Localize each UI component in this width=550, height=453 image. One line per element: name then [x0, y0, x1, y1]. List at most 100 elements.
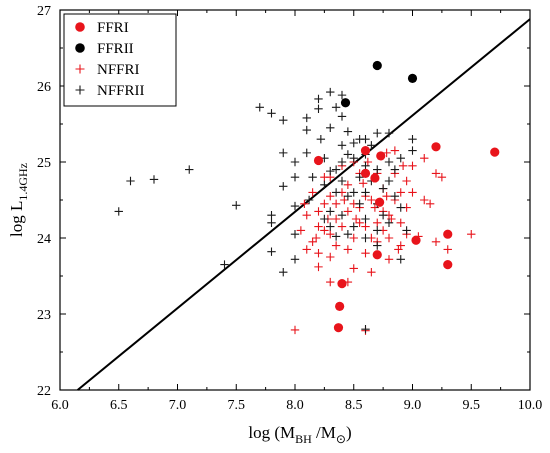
- nffri-point: [408, 188, 417, 197]
- nffrii-point: [361, 135, 370, 144]
- x-tick-label: 7.5: [228, 398, 246, 413]
- nffrii-point: [314, 94, 323, 104]
- nffrii-point: [302, 125, 311, 135]
- nffrii-point: [361, 161, 370, 170]
- nffri-point: [290, 325, 300, 335]
- nffrii-point: [267, 218, 276, 227]
- nffrii-point: [390, 192, 400, 201]
- nffri-point: [314, 207, 323, 216]
- nffri-point: [331, 214, 341, 224]
- ffri-point: [333, 323, 344, 333]
- nffrii-point: [361, 325, 370, 334]
- nffri-point: [343, 207, 353, 216]
- ffri-point: [370, 173, 380, 183]
- ffrii-point: [372, 60, 382, 71]
- nffri-point: [363, 157, 373, 167]
- nffrii-point: [337, 211, 347, 220]
- x-title-sub-sun: ⊙: [336, 432, 346, 446]
- nffrii-point: [337, 157, 347, 167]
- nffri-point: [349, 264, 358, 273]
- x-tick-label: 6.5: [110, 398, 128, 413]
- nffrii-point: [326, 207, 335, 216]
- nffrii-point: [185, 165, 194, 174]
- nffri-point: [343, 180, 353, 189]
- nffrii-point: [402, 226, 411, 235]
- ffri-point: [375, 197, 385, 207]
- nffri-point: [311, 233, 321, 243]
- nffri-point: [384, 233, 394, 243]
- legend-marker-nffrii: [75, 85, 85, 95]
- ffri-point: [431, 142, 441, 152]
- nffrii-point: [337, 176, 347, 186]
- nffrii-point: [320, 214, 329, 224]
- nffrii-point: [320, 180, 329, 189]
- nffrii-point: [326, 166, 335, 176]
- nffri-point: [343, 245, 353, 254]
- nffrii-point: [326, 87, 335, 97]
- regression-line: [76, 18, 531, 391]
- nffri-point: [326, 252, 335, 262]
- nffri-point: [320, 173, 329, 182]
- nffrii-point: [149, 175, 159, 184]
- nffri-point: [349, 233, 358, 243]
- x-title-main: log (M: [248, 423, 295, 442]
- nffrii-point: [220, 260, 229, 269]
- nffrii-point: [232, 201, 241, 210]
- x-title-end: ): [346, 423, 352, 442]
- x-title-sub-bh: BH: [295, 432, 312, 446]
- nffrii-point: [331, 165, 341, 174]
- nffrii-point: [361, 214, 370, 224]
- y-tick-label: 25: [37, 156, 51, 171]
- nffrii-point: [355, 199, 364, 208]
- y-tick-label: 22: [37, 384, 51, 399]
- nffrii-point: [349, 188, 358, 197]
- ffri-point: [490, 147, 500, 157]
- nffrii-point: [373, 165, 382, 174]
- nffrii-point: [337, 112, 347, 121]
- nffri-point: [340, 195, 349, 205]
- nffri-point: [408, 161, 417, 170]
- nffri-point: [302, 245, 311, 254]
- ffri-point: [337, 279, 347, 289]
- x-tick-label: 8.5: [345, 398, 363, 413]
- nffri-point: [351, 214, 361, 224]
- nffri-point: [431, 169, 441, 178]
- ffri-point: [360, 168, 371, 178]
- legend-marker-ffrii: [75, 43, 85, 53]
- nffrii-point: [361, 233, 370, 243]
- legend-marker-nffri: [75, 64, 85, 74]
- legend-label-nffri: NFFRI: [97, 62, 140, 78]
- nffrii-point: [308, 173, 317, 182]
- nffrii-point: [255, 103, 264, 112]
- nffri-point: [367, 195, 376, 205]
- nffrii-point: [408, 146, 417, 155]
- nffri-point: [398, 161, 408, 170]
- nffri-point: [314, 249, 323, 258]
- y-tick-label: 26: [37, 80, 51, 95]
- nffri-point: [382, 192, 391, 201]
- nffri-point: [420, 154, 429, 163]
- nffrii-point: [408, 135, 417, 144]
- ffri-point: [376, 151, 386, 161]
- legend-label-ffrii: FFRII: [97, 41, 134, 57]
- nffrii-point: [314, 104, 323, 113]
- ffri-point: [372, 250, 382, 260]
- nffrii-point: [396, 203, 405, 212]
- x-tick-label: 9.5: [463, 398, 481, 413]
- legend-label-ffri: FFRI: [97, 20, 129, 36]
- nffrii-point: [361, 188, 370, 197]
- nffri-point: [300, 199, 309, 208]
- nffri-point: [373, 218, 382, 227]
- nffri-point: [396, 188, 405, 197]
- nffrii-point: [326, 123, 335, 132]
- nffri-point: [331, 199, 341, 208]
- nffrii-point: [343, 230, 353, 239]
- x-tick-label: 6.0: [51, 398, 69, 413]
- nffrii-point: [267, 247, 276, 256]
- nffri-point: [361, 249, 370, 258]
- y-title-main: log L: [7, 201, 26, 237]
- legend: FFRI FFRII NFFRI NFFRII: [63, 13, 177, 107]
- nffri-point: [467, 230, 476, 239]
- nffrii-point: [114, 207, 123, 216]
- nffri-point: [431, 237, 441, 246]
